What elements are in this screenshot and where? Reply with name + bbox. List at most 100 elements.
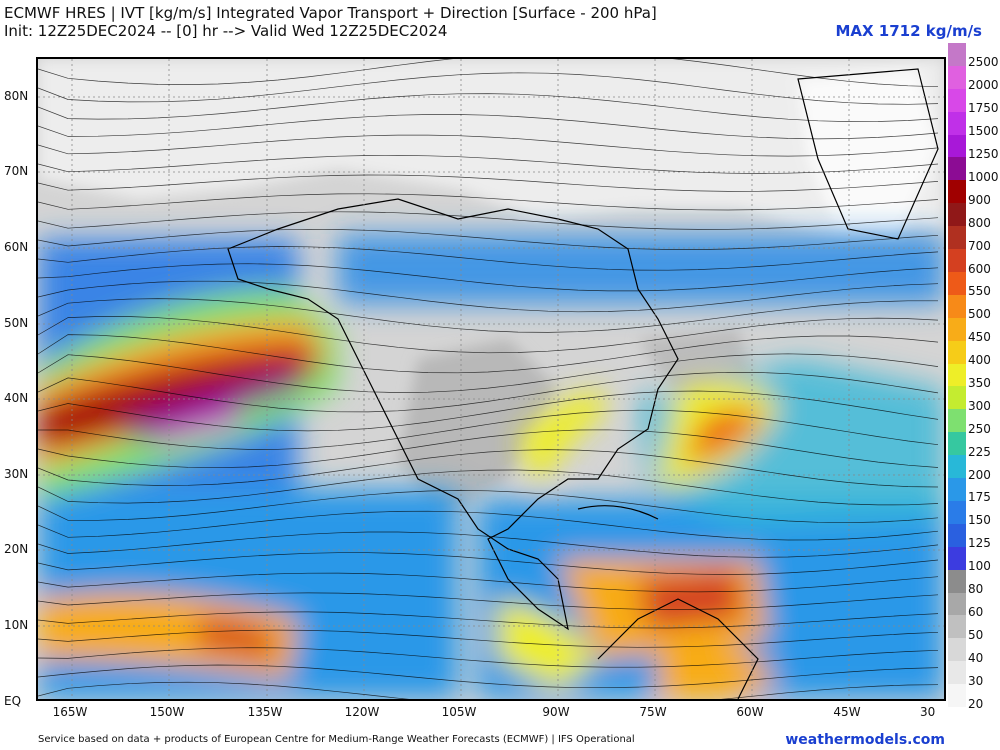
colorbar-label: 600 (968, 261, 991, 276)
streamline (38, 490, 939, 524)
colorbar-label: 300 (968, 398, 991, 413)
lat-lon-grid (38, 59, 944, 699)
colorbar-label: 1250 (968, 147, 999, 162)
colorbar-label: 60 (968, 604, 984, 619)
colorbar-label: 400 (968, 353, 991, 368)
streamline (38, 298, 938, 333)
colorbar-swatch (948, 546, 966, 571)
streamline (38, 449, 939, 488)
streamline (38, 647, 939, 668)
lon-label: 165W (52, 705, 88, 719)
streamline (38, 246, 939, 271)
colorbar-swatch (948, 203, 966, 227)
streamline (38, 552, 939, 575)
ivt-map[interactable] (36, 57, 946, 701)
streamline (38, 316, 939, 354)
colorbar-swatch (948, 317, 966, 342)
colorbar-swatch (948, 661, 966, 685)
streamline (38, 592, 939, 610)
streamline (38, 334, 939, 374)
lon-label: 150W (149, 705, 185, 719)
colorbar-label: 100 (968, 559, 991, 574)
streamline (38, 371, 939, 413)
lat-label: 40N (4, 391, 29, 405)
lon-label: 105W (441, 705, 477, 719)
streamline (38, 263, 939, 292)
colorbar-label: 550 (968, 284, 991, 299)
data-credit: Service based on data + products of Euro… (38, 734, 635, 745)
streamline (38, 280, 939, 313)
colorbar-label: 40 (968, 650, 984, 665)
lon-label: 30 (920, 705, 936, 719)
lat-label: 10N (4, 618, 29, 632)
lat-label: EQ (4, 694, 22, 708)
streamline (38, 531, 939, 558)
streamline (38, 429, 939, 469)
streamline (38, 155, 939, 174)
colorbar-label: 1750 (968, 101, 999, 116)
colorbar-label: 125 (968, 536, 991, 551)
streamline (38, 114, 939, 140)
colorbar-swatch (948, 363, 966, 387)
lat-label: 50N (4, 316, 29, 330)
colorbar-swatch (948, 455, 966, 479)
lon-label: 75W (639, 705, 667, 719)
colorbar-swatch (948, 249, 966, 273)
lon-label: 135W (247, 705, 283, 719)
streamline (38, 174, 939, 192)
colorbar-label: 200 (968, 467, 991, 482)
colorbar-swatch (948, 684, 966, 708)
colorbar-swatch (948, 43, 966, 67)
streamline (38, 211, 939, 230)
streamline (38, 664, 939, 689)
lon-label: 60W (736, 705, 764, 719)
colorbar-label: 800 (968, 215, 991, 230)
colorbar-label: 1500 (968, 124, 999, 139)
colorbar-label: 175 (968, 490, 991, 505)
colorbar-label: 250 (968, 421, 991, 436)
streamline (38, 409, 939, 450)
colorbar-swatch (948, 592, 966, 616)
colorbar-label: 2500 (968, 55, 999, 70)
colorbar (948, 43, 966, 708)
colorbar-swatch (948, 65, 966, 90)
colorbar-swatch (948, 180, 966, 204)
colorbar-label: 50 (968, 627, 984, 642)
init-valid-line: Init: 12Z25DEC2024 -- [0] hr --> Valid W… (4, 22, 448, 40)
colorbar-swatch (948, 500, 966, 525)
colorbar-swatch (948, 638, 966, 662)
streamline (38, 228, 939, 250)
colorbar-swatch (948, 432, 966, 456)
colorbar-swatch (948, 523, 966, 548)
streamline (38, 629, 939, 648)
streamline (38, 353, 939, 393)
streamline (38, 469, 939, 506)
colorbar-swatch (948, 111, 966, 136)
colorbar-label: 350 (968, 376, 991, 390)
lat-label: 30N (4, 467, 29, 481)
colorbar-swatch (948, 615, 966, 639)
colorbar-label: 900 (968, 192, 991, 207)
colorbar-label: 20 (968, 696, 984, 711)
lat-label: 80N (4, 89, 29, 103)
colorbar-label: 1000 (968, 169, 999, 184)
lon-label: 45W (833, 705, 861, 719)
colorbar-swatch (948, 386, 966, 410)
site-link[interactable]: weathermodels.com (785, 732, 945, 748)
colorbar-label: 500 (968, 307, 991, 322)
low-ivt-shading (38, 59, 944, 519)
colorbar-label: 700 (968, 238, 991, 253)
map-canvas (38, 59, 944, 699)
map-title: ECMWF HRES | IVT [kg/m/s] Integrated Vap… (4, 4, 657, 22)
colorbar-swatch (948, 157, 966, 181)
streamline (38, 72, 939, 105)
colorbar-swatch (948, 294, 966, 319)
streamline (38, 510, 939, 541)
streamline (38, 681, 939, 699)
lat-label: 70N (4, 164, 29, 178)
colorbar-swatch (948, 134, 966, 158)
lat-label: 20N (4, 542, 29, 556)
colorbar-label: 80 (968, 582, 984, 597)
colorbar-label: 30 (968, 673, 984, 688)
streamline (38, 611, 939, 629)
